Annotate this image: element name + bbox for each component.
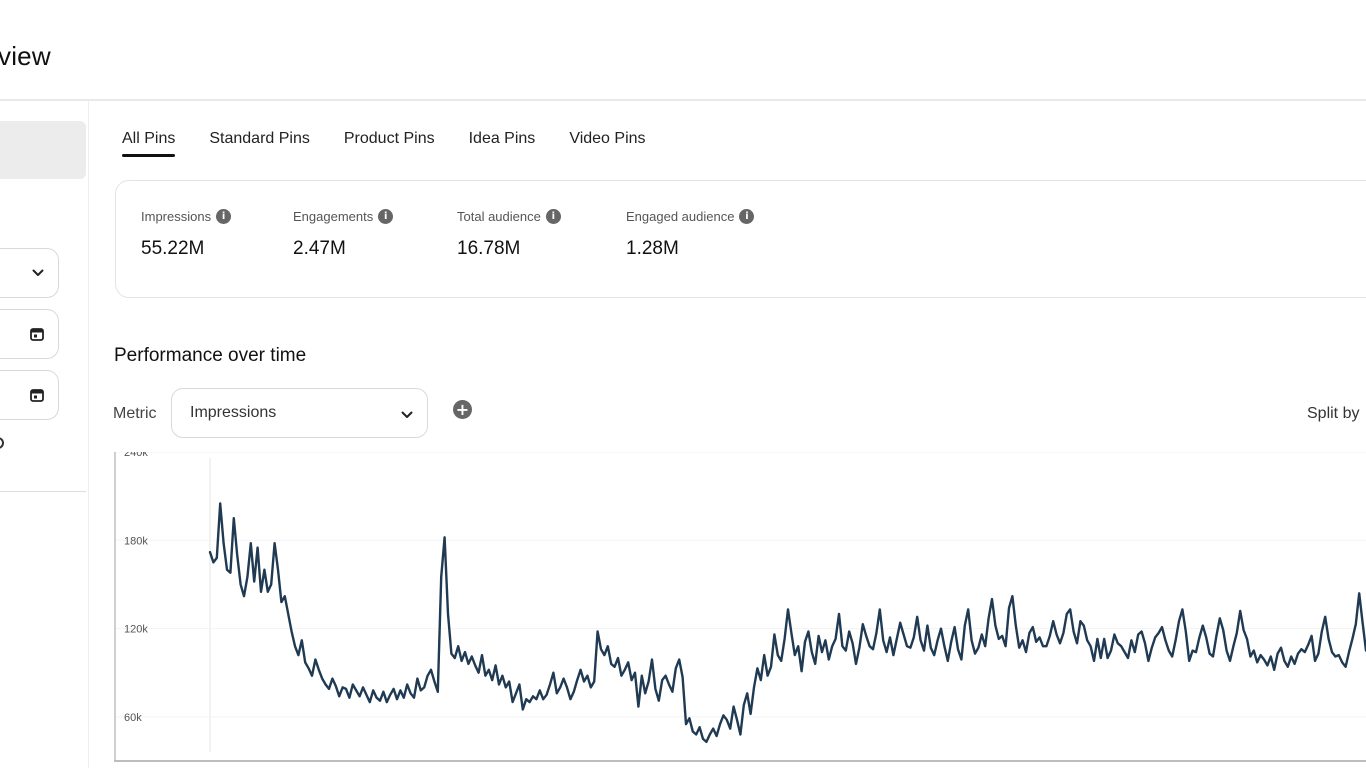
sidebar-selected-item[interactable] xyxy=(0,121,86,179)
metric-engagements: Engagements i 2.47M xyxy=(293,209,394,260)
calendar-icon xyxy=(30,327,44,341)
line-chart: 240k 180k 120k 60k xyxy=(114,452,1366,762)
metric-label: Engaged audience xyxy=(626,209,735,224)
metric-value: 1.28M xyxy=(626,238,679,259)
chevron-down-icon xyxy=(401,406,413,424)
info-icon[interactable]: i xyxy=(739,209,755,224)
sidebar xyxy=(0,101,88,768)
y-tick-label: 120k xyxy=(124,624,148,636)
tab-all-pins[interactable]: All Pins xyxy=(122,128,176,162)
tab-idea-pins[interactable]: Idea Pins xyxy=(468,130,536,147)
metric-select[interactable]: Impressions xyxy=(171,388,428,438)
sidebar-dropdown[interactable] xyxy=(0,248,59,298)
sidebar-divider xyxy=(0,491,86,492)
page-title: view xyxy=(0,41,51,71)
sidebar-border xyxy=(88,101,89,768)
metric-engaged-audience: Engaged audience i 1.28M xyxy=(626,209,755,260)
metric-total-audience: Total audience i 16.78M xyxy=(457,209,561,260)
series-line-impressions[interactable] xyxy=(208,502,1366,744)
info-icon[interactable]: i xyxy=(378,209,394,224)
section-title: Performance over time xyxy=(114,345,307,366)
chevron-down-icon xyxy=(32,269,44,277)
info-icon[interactable]: i xyxy=(216,209,232,224)
metric-label: Total audience xyxy=(457,209,541,224)
split-by-label[interactable]: Split by xyxy=(1307,405,1360,422)
tab-standard-pins[interactable]: Standard Pins xyxy=(209,130,310,147)
metric-label: Impressions xyxy=(141,209,212,224)
add-metric-icon[interactable]: + xyxy=(453,400,472,419)
metric-value: 55.22M xyxy=(141,238,205,259)
performance-chart: 240k 180k 120k 60k xyxy=(114,452,1366,768)
metrics-card: Impressions i 55.22M Engagements i 2.47M… xyxy=(115,180,1366,298)
tab-video-pins[interactable]: Video Pins xyxy=(569,130,646,147)
metric-select-value: Impressions xyxy=(190,404,277,421)
metric-value: 16.78M xyxy=(457,238,521,259)
y-tick-label: 60k xyxy=(124,712,142,724)
start-date-picker[interactable] xyxy=(0,309,59,359)
pin-type-tabs: All Pins Standard Pins Product Pins Idea… xyxy=(122,128,680,162)
end-date-picker[interactable] xyxy=(0,370,59,420)
metric-impressions: Impressions i 55.22M xyxy=(141,209,232,260)
metric-select-label: Metric xyxy=(113,405,157,422)
y-tick-label: 240k xyxy=(124,452,148,459)
y-tick-label: 180k xyxy=(124,535,148,547)
info-icon[interactable]: i xyxy=(545,209,561,224)
metric-label: Engagements xyxy=(293,209,374,224)
header-divider xyxy=(0,99,1366,101)
calendar-icon xyxy=(30,388,44,402)
metric-value: 2.47M xyxy=(293,238,346,259)
tab-product-pins[interactable]: Product Pins xyxy=(343,130,435,147)
